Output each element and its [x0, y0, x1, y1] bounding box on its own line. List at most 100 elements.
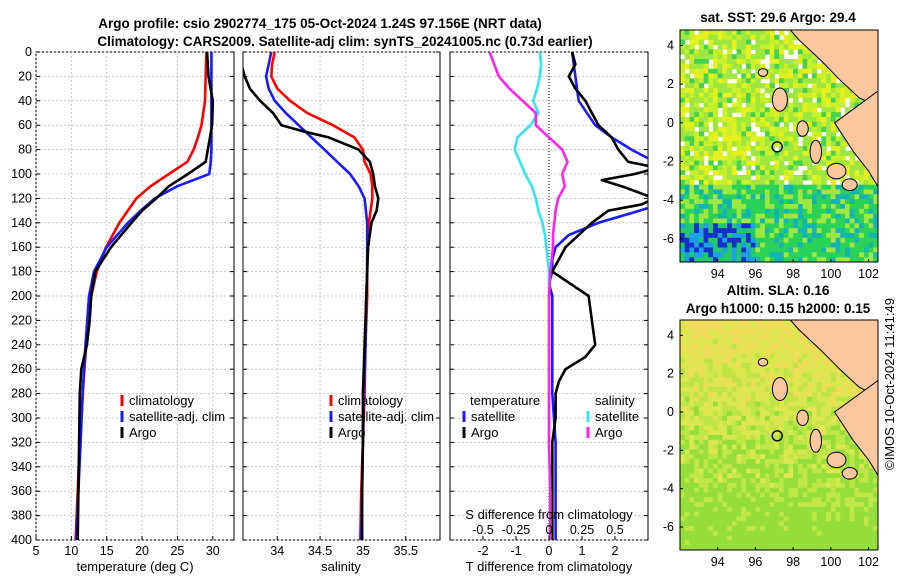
map-cell — [854, 194, 860, 200]
map-cell — [873, 242, 878, 249]
map-cell — [689, 208, 695, 215]
map-cell — [821, 83, 827, 89]
map-cell — [722, 102, 728, 108]
map-cell — [680, 425, 686, 431]
map-cell — [812, 131, 818, 137]
map-cell — [863, 204, 870, 210]
map-cell — [713, 39, 719, 46]
map-x-tick-label: 102 — [858, 555, 879, 569]
map-cell — [746, 204, 752, 210]
map-cell — [698, 112, 705, 118]
map-cell — [755, 540, 761, 546]
map-cell — [731, 242, 738, 249]
map-cell — [741, 194, 747, 200]
map-cell — [788, 406, 794, 412]
map-cell — [873, 213, 878, 220]
map-cell — [708, 535, 714, 541]
map-cell — [731, 435, 738, 441]
map-cell — [821, 194, 827, 200]
map-cell — [863, 463, 870, 470]
map-cell — [746, 320, 752, 326]
map-cell — [717, 521, 723, 527]
map-cell — [774, 454, 780, 460]
map-cell — [826, 439, 832, 446]
map-cell — [746, 339, 752, 345]
map-cell — [760, 34, 766, 41]
map-cell — [863, 478, 870, 484]
map-cell — [722, 237, 728, 244]
map-cell — [774, 54, 780, 60]
map-cell — [746, 344, 752, 350]
map-cell — [783, 59, 789, 65]
map-cell — [689, 63, 695, 70]
map-cell — [769, 516, 775, 522]
map-cell — [774, 363, 780, 369]
map-cell — [830, 516, 837, 522]
map-cell — [764, 506, 771, 513]
x-tick-label: -1 — [510, 544, 521, 558]
map-cell — [698, 363, 705, 369]
map-cell — [694, 459, 700, 465]
map-cell — [868, 502, 874, 508]
map-cell — [769, 420, 775, 426]
map-cell — [802, 454, 808, 460]
map-cell — [779, 237, 785, 244]
map-cell — [840, 141, 846, 147]
map-cell — [736, 382, 742, 388]
map-cell — [802, 463, 808, 470]
map-cell — [868, 478, 874, 484]
map-cell — [849, 511, 855, 518]
map-cell — [859, 449, 865, 455]
map-cell — [849, 247, 855, 253]
map-cell — [774, 473, 780, 479]
map-cell — [816, 420, 822, 426]
map-cell — [684, 334, 690, 340]
map-cell — [680, 478, 686, 484]
map-cell — [793, 334, 799, 340]
map-cell — [873, 204, 878, 210]
map-cell — [783, 502, 789, 508]
salinity-x-tick-label: -0.5 — [472, 523, 494, 537]
map-cell — [694, 506, 700, 513]
map-cell — [736, 126, 742, 133]
map-cell — [694, 54, 700, 60]
land-island — [771, 377, 788, 401]
map-cell — [835, 257, 841, 262]
y-tick-label: 240 — [11, 338, 32, 352]
map-cell — [764, 179, 771, 186]
map-cell — [807, 117, 813, 123]
map-cell — [684, 497, 690, 503]
map-cell — [849, 257, 855, 262]
map-cell — [859, 179, 865, 186]
map-cell — [717, 228, 723, 234]
map-cell — [797, 92, 804, 99]
map-cell — [849, 213, 855, 220]
map-cell — [694, 363, 700, 369]
map-cell — [736, 78, 742, 84]
map-cell — [713, 208, 719, 215]
map-cell — [840, 218, 846, 224]
map-cell — [703, 367, 709, 374]
map-cell — [840, 435, 846, 441]
map-cell — [731, 463, 738, 470]
map-cell — [783, 329, 789, 335]
map-cell — [802, 497, 808, 503]
map-cell — [802, 482, 808, 489]
map-cell — [731, 439, 738, 446]
map-cell — [802, 473, 808, 479]
map-cell — [689, 126, 695, 133]
map-cell — [717, 39, 723, 46]
map-cell — [812, 78, 818, 84]
map-cell — [868, 189, 874, 195]
map-cell — [807, 487, 813, 494]
map-cell — [731, 430, 738, 436]
map-cell — [698, 30, 705, 36]
map-cell — [821, 102, 827, 108]
map-cell — [731, 511, 738, 518]
map-cell — [774, 502, 780, 508]
map-cell — [741, 141, 747, 147]
map-cell — [793, 377, 799, 383]
map-cell — [746, 213, 752, 220]
map-cell — [802, 540, 808, 546]
map-cell — [769, 155, 775, 162]
